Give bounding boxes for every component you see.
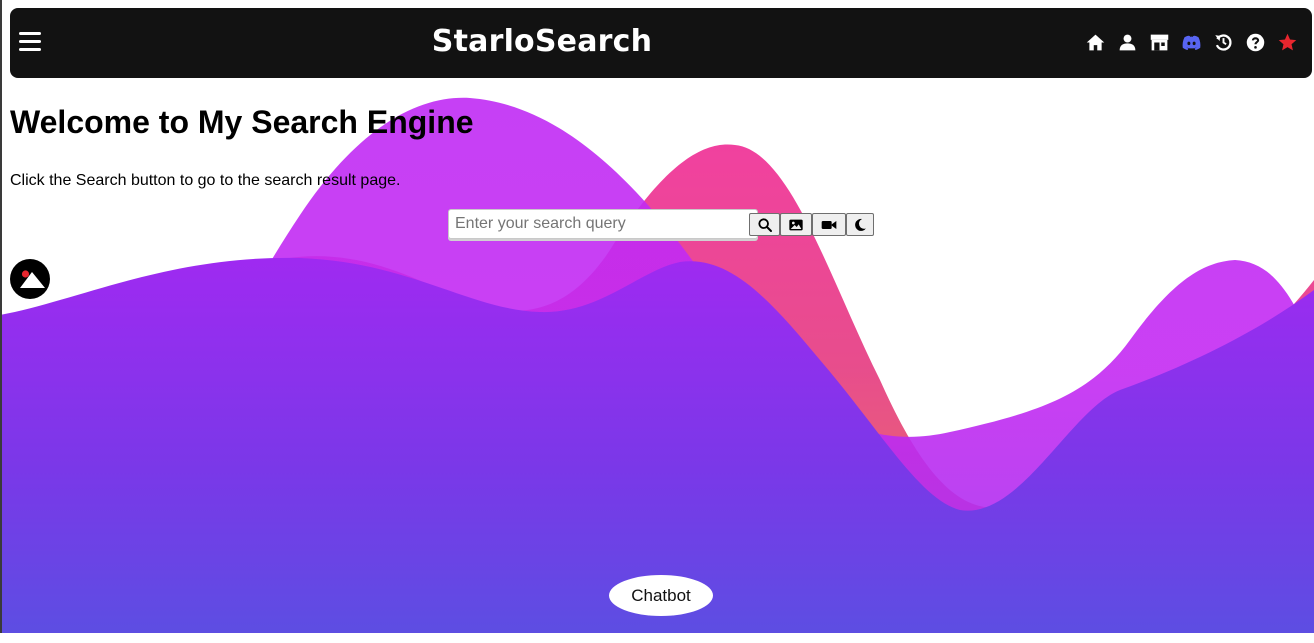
image-icon xyxy=(789,219,803,230)
window-edge xyxy=(0,0,2,643)
video-icon xyxy=(821,220,837,229)
user-icon[interactable] xyxy=(1117,32,1138,53)
search-button[interactable] xyxy=(749,213,780,236)
brand-title[interactable]: StarloSearch xyxy=(431,24,653,59)
image-search-button[interactable] xyxy=(780,213,812,236)
search-input[interactable] xyxy=(448,209,758,239)
moon-icon xyxy=(855,218,866,231)
wave-front xyxy=(0,257,1314,643)
star-icon[interactable] xyxy=(1277,32,1298,53)
home-icon[interactable] xyxy=(1085,32,1106,53)
page-title: Welcome to My Search Engine xyxy=(10,104,474,140)
dark-mode-toggle[interactable] xyxy=(846,213,874,236)
bottom-strip xyxy=(0,633,1314,643)
scroll-top-button[interactable] xyxy=(10,259,50,299)
discord-icon[interactable] xyxy=(1181,32,1202,53)
mountain-icon xyxy=(20,270,45,288)
chatbot-button[interactable]: Chatbot xyxy=(609,575,713,616)
store-icon[interactable] xyxy=(1149,32,1170,53)
page-description: Click the Search button to go to the sea… xyxy=(10,172,401,189)
top-navbar: StarloSearch xyxy=(10,8,1312,78)
help-icon[interactable] xyxy=(1245,32,1266,53)
search-icon xyxy=(757,217,772,232)
history-icon[interactable] xyxy=(1213,32,1234,53)
nav-icons xyxy=(1085,32,1298,53)
menu-icon[interactable] xyxy=(19,32,41,52)
video-search-button[interactable] xyxy=(812,213,846,236)
